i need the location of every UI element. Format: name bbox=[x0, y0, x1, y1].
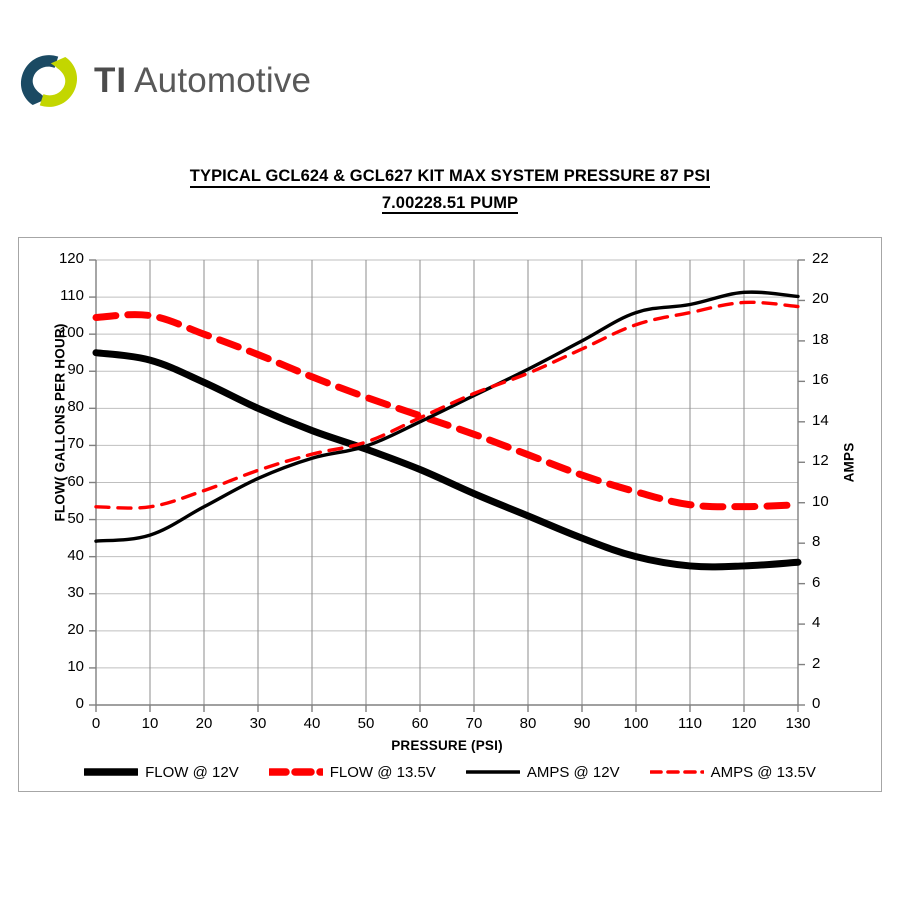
y-axis-left-tick-12: 120 bbox=[58, 250, 84, 267]
x-axis-tick-12: 120 bbox=[731, 715, 757, 732]
x-axis-tick-0: 0 bbox=[91, 715, 101, 732]
y-axis-left-tick-1: 10 bbox=[67, 657, 84, 675]
x-axis-tick-5: 50 bbox=[357, 715, 375, 732]
x-axis-tick-11: 110 bbox=[678, 715, 702, 732]
y-axis-left-tick-6: 60 bbox=[67, 472, 84, 490]
legend-label-3: AMPS @ 13.5V bbox=[710, 763, 816, 781]
legend-item-0[interactable]: FLOW @ 12V bbox=[84, 763, 239, 781]
legend-swatch-1 bbox=[268, 768, 323, 776]
legend-swatch-0 bbox=[84, 768, 139, 776]
y-axis-right-tick-1: 2 bbox=[812, 654, 821, 672]
x-axis-tick-2: 20 bbox=[195, 715, 213, 732]
y-axis-left-tick-7: 70 bbox=[67, 435, 84, 453]
brand-name-ti: TI bbox=[94, 61, 128, 100]
y-axis-right-tick-7: 14 bbox=[812, 411, 829, 429]
x-axis-tick-6: 60 bbox=[411, 715, 429, 732]
y-axis-left-tick-3: 30 bbox=[67, 583, 84, 601]
legend-item-2[interactable]: AMPS @ 12V bbox=[465, 763, 620, 781]
x-axis-tick-9: 90 bbox=[573, 715, 591, 732]
y-axis-left-tick-10: 100 bbox=[58, 324, 84, 342]
y-axis-right-tick-2: 4 bbox=[812, 614, 821, 632]
y-axis-left-tick-9: 90 bbox=[67, 361, 84, 379]
y-axis-right-tick-8: 16 bbox=[812, 371, 829, 389]
y-axis-left-tick-11: 110 bbox=[60, 287, 84, 305]
x-axis-title: PRESSURE (PSI) bbox=[391, 738, 503, 753]
legend-item-3[interactable]: AMPS @ 13.5V bbox=[649, 763, 816, 781]
page-title-line-1: TYPICAL GCL624 & GCL627 KIT MAX SYSTEM P… bbox=[189, 168, 711, 188]
y-axis-left-tick-5: 50 bbox=[67, 509, 84, 527]
chart-figure-frame bbox=[18, 237, 882, 792]
brand-header: TI Automotive bbox=[18, 50, 311, 112]
y-axis-left-tick-4: 40 bbox=[67, 546, 84, 564]
y-axis-right-tick-10: 20 bbox=[812, 290, 829, 308]
legend-label-1: FLOW @ 13.5V bbox=[329, 763, 436, 781]
legend-swatch-3 bbox=[649, 770, 704, 774]
x-axis-tick-4: 40 bbox=[303, 715, 321, 732]
y-axis-right-tick-11: 22 bbox=[812, 250, 829, 267]
page-title-line-2: 7.00228.51 PUMP bbox=[381, 194, 519, 214]
y-axis-right-tick-3: 6 bbox=[812, 573, 821, 591]
page-title: TYPICAL GCL624 & GCL627 KIT MAX SYSTEM P… bbox=[0, 168, 900, 214]
brand-wordmark: TI Automotive bbox=[94, 61, 311, 101]
ti-automotive-swirl-logo bbox=[20, 55, 78, 107]
y-axis-left-tick-0: 0 bbox=[75, 695, 84, 712]
y-axis-right-tick-9: 18 bbox=[812, 330, 829, 348]
x-axis-tick-13: 130 bbox=[785, 715, 811, 732]
x-axis-tick-10: 100 bbox=[623, 715, 649, 732]
legend-label-2: AMPS @ 12V bbox=[526, 763, 620, 781]
y-axis-left-tick-8: 80 bbox=[67, 398, 84, 416]
legend-item-1[interactable]: FLOW @ 13.5V bbox=[268, 763, 436, 781]
y-axis-left-tick-2: 20 bbox=[67, 620, 84, 638]
x-axis-tick-8: 80 bbox=[519, 715, 537, 732]
y-axis-right-tick-0: 0 bbox=[812, 695, 821, 712]
y-axis-right-tick-6: 12 bbox=[812, 452, 829, 470]
x-axis-tick-1: 10 bbox=[141, 715, 159, 732]
y-axis-right-tick-4: 8 bbox=[812, 533, 821, 551]
y-axis-right-tick-5: 10 bbox=[812, 492, 829, 510]
brand-name-automotive: Automotive bbox=[134, 61, 312, 100]
x-axis-tick-7: 70 bbox=[465, 715, 483, 732]
x-axis-tick-3: 30 bbox=[249, 715, 267, 732]
chart-legend: FLOW @ 12V FLOW @ 13.5V AMPS @ 12V AMPS @ 1… bbox=[18, 757, 882, 787]
legend-swatch-2 bbox=[465, 770, 520, 774]
legend-label-0: FLOW @ 12V bbox=[145, 763, 239, 781]
